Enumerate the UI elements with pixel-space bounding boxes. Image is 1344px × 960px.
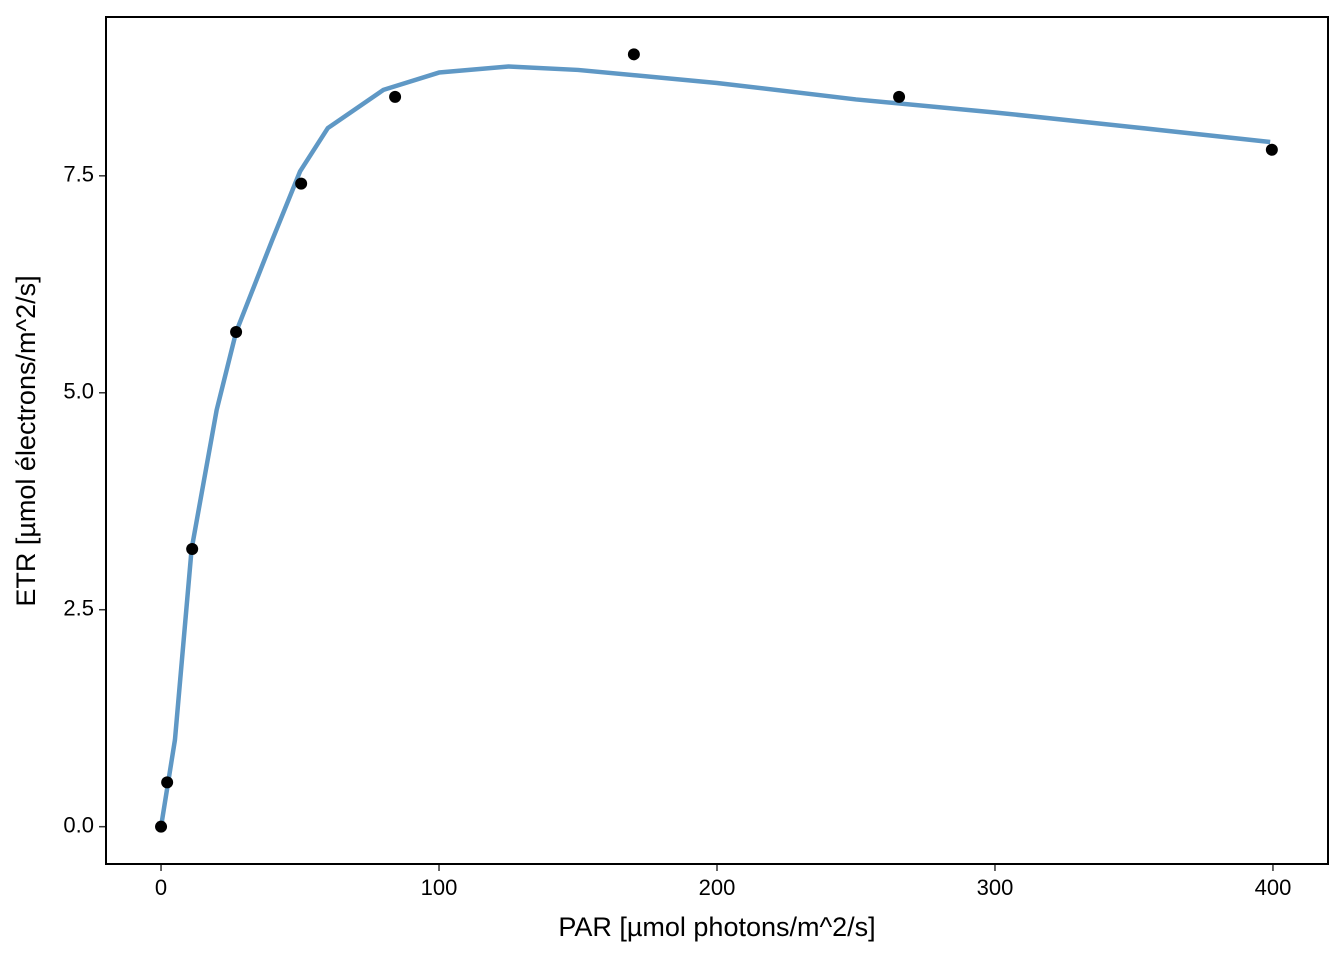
- plot-border: [105, 16, 1329, 865]
- x-tick-label: 300: [977, 875, 1014, 900]
- x-tick-label: 200: [699, 875, 736, 900]
- point: [627, 48, 640, 61]
- fit-line: [158, 64, 1271, 828]
- x-axis-title: PAR [µmol photons/m^2/s]: [558, 912, 875, 942]
- point: [155, 820, 168, 833]
- point: [389, 90, 402, 103]
- point: [893, 90, 906, 103]
- y-tick-label: 2.5: [63, 596, 94, 621]
- point: [1265, 143, 1278, 156]
- point: [230, 326, 243, 339]
- point: [161, 776, 174, 789]
- y-tick-label: 7.5: [63, 162, 94, 187]
- point: [295, 177, 308, 190]
- y-tick-label: 0.0: [63, 812, 94, 837]
- x-tick-label: 400: [1255, 875, 1292, 900]
- x-tick-label: 0: [155, 875, 167, 900]
- y-axis-title: ETR [µmol électrons/m^2/s]: [11, 275, 41, 606]
- point: [186, 542, 199, 555]
- x-tick-label: 100: [421, 875, 458, 900]
- y-tick-label: 5.0: [63, 379, 94, 404]
